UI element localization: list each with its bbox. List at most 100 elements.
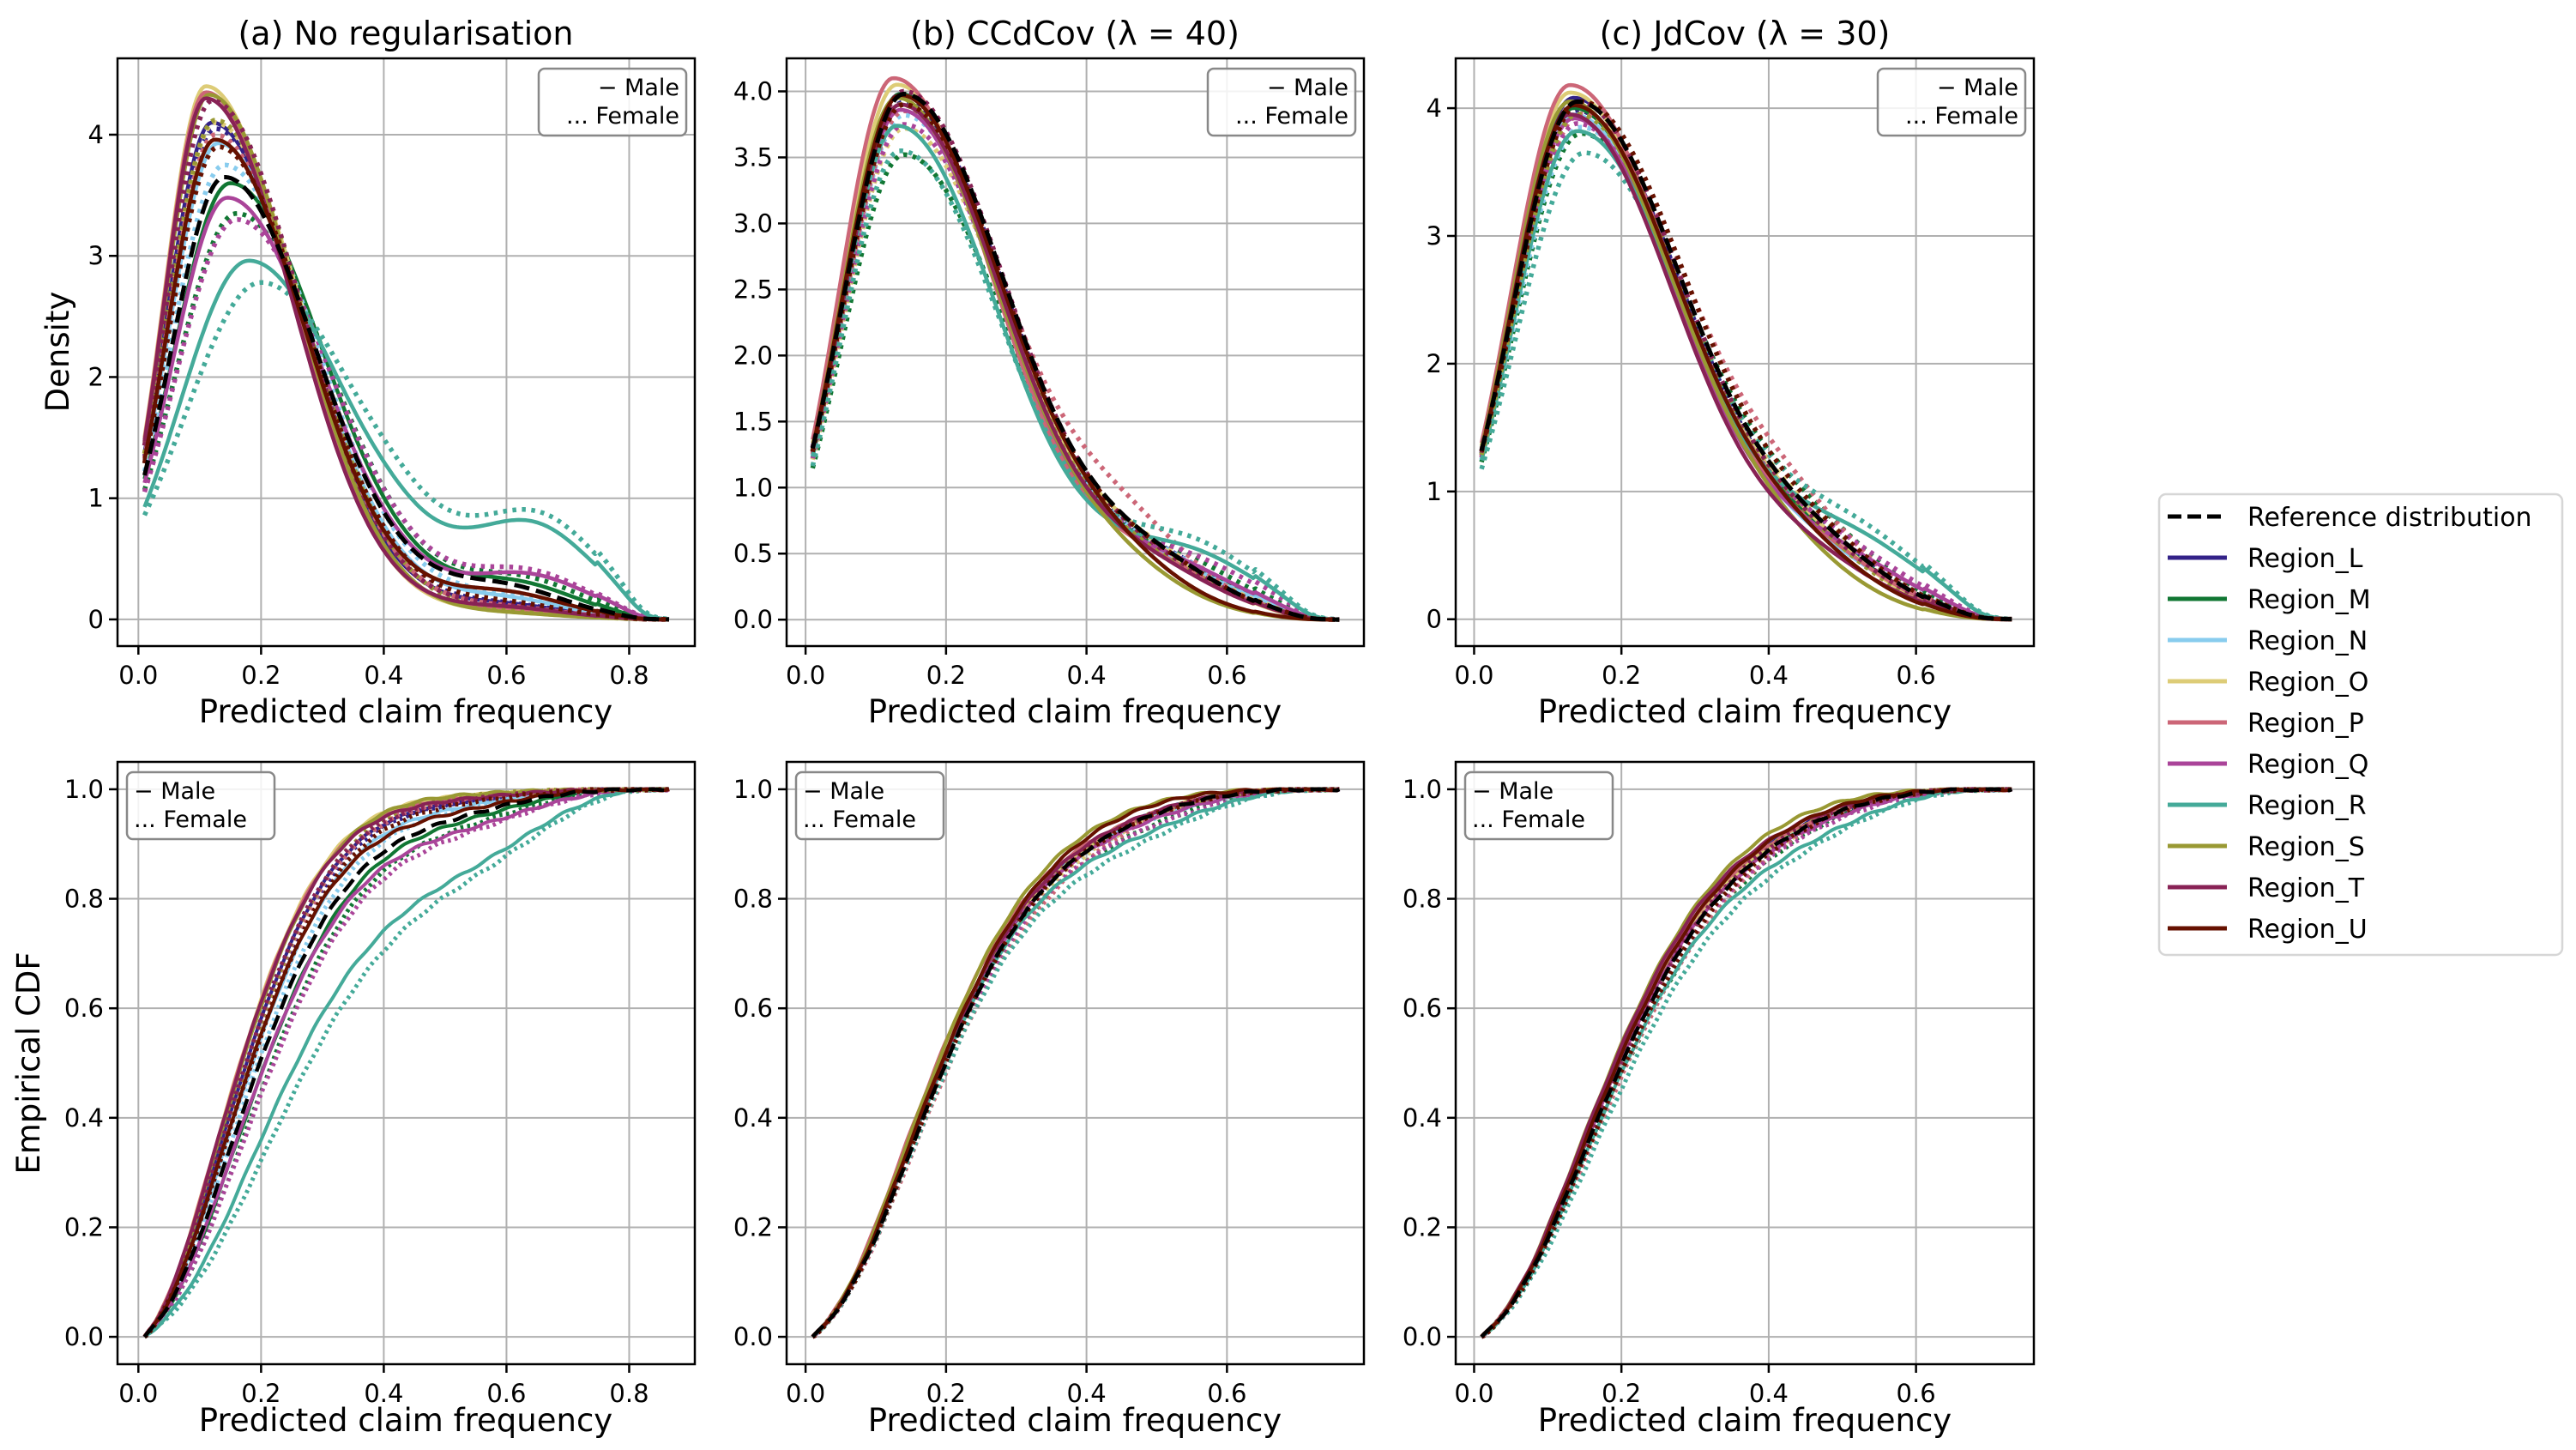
y-tick-label: 0.0 bbox=[64, 1322, 104, 1351]
axes-frame bbox=[1454, 760, 2036, 1366]
gender-legend-female: ... Female bbox=[566, 103, 679, 130]
gender-legend-frame bbox=[1206, 67, 1357, 137]
density-line-reference-distribution-all bbox=[810, 92, 1340, 622]
x-tick-label: 0.0 bbox=[1454, 661, 1493, 690]
legend-item-reference-distribution: Reference distribution bbox=[2168, 503, 2532, 533]
density-line-region-t-female bbox=[142, 98, 669, 622]
axes-frame bbox=[116, 57, 697, 648]
x-tick-label: 0.6 bbox=[486, 661, 526, 690]
x-tick-label: 0.0 bbox=[1454, 1379, 1493, 1408]
legend-label: Region_P bbox=[2247, 709, 2364, 739]
y-tick-label: 2 bbox=[1427, 349, 1442, 378]
legend-item-region-l: Region_L bbox=[2168, 544, 2363, 574]
cdf-ylabel: Empirical CDF bbox=[10, 952, 47, 1174]
x-tick-label: 0.8 bbox=[609, 661, 649, 690]
xlabel-a-cdf: Predicted claim frequency bbox=[199, 1402, 612, 1439]
xlabel-b-density: Predicted claim frequency bbox=[868, 693, 1282, 730]
y-tick-label: 2.0 bbox=[733, 341, 773, 370]
y-tick-label: 0.5 bbox=[733, 539, 773, 568]
density-line-region-r-male bbox=[142, 258, 670, 621]
panel-title-b: (b) CCdCov (λ = 40) bbox=[910, 15, 1240, 52]
x-tick-label: 0.0 bbox=[118, 1379, 158, 1408]
legend-item-region-t: Region_T bbox=[2168, 873, 2365, 903]
y-tick-label: 3 bbox=[88, 241, 104, 270]
axes-a-density: 0.0 0.2 0.4 0.6 0.8 0 1 2 3 4 − Male... Female bbox=[88, 57, 697, 690]
y-tick-label: 0.2 bbox=[64, 1212, 104, 1242]
legend-item-region-m: Region_M bbox=[2168, 585, 2371, 615]
gender-legend-frame bbox=[1463, 770, 1614, 841]
legend-item-region-o: Region_O bbox=[2168, 668, 2368, 698]
y-tick-label: 0.6 bbox=[64, 994, 104, 1023]
cdf-lines bbox=[142, 787, 671, 1339]
y-tick-label: 0.4 bbox=[733, 1103, 773, 1133]
gender-legend-female: ... Female bbox=[1472, 807, 1585, 833]
axes-frame bbox=[785, 57, 1366, 648]
cdf-line-reference-distribution-all bbox=[811, 787, 1341, 1338]
gender-legend-frame bbox=[794, 770, 945, 841]
legend-label: Region_U bbox=[2247, 915, 2368, 945]
legend-label: Region_T bbox=[2247, 873, 2365, 903]
axes-b-cdf: 0.0 0.2 0.4 0.6 0.0 0.2 0.4 0.6 0.8 1.0 − Male... … bbox=[733, 760, 1366, 1408]
y-tick-label: 0.0 bbox=[733, 1322, 773, 1351]
x-tick-label: 0.0 bbox=[786, 1379, 825, 1408]
density-line-region-n-female bbox=[810, 112, 1340, 622]
y-tick-label: 3 bbox=[1427, 221, 1442, 251]
y-tick-label: 0.0 bbox=[1403, 1322, 1442, 1351]
legend-item-region-s: Region_S bbox=[2168, 832, 2365, 862]
y-tick-label: 2.5 bbox=[733, 275, 773, 304]
axes-b-density: 0.0 0.2 0.4 0.6 0.0 0.5 1.0 1.5 2.0 2.5 3.0 3.5 4.0 −… bbox=[733, 57, 1366, 690]
gender-legend-male: − Male bbox=[134, 778, 215, 805]
gender-legend-male: − Male bbox=[1267, 75, 1348, 101]
y-tick-label: 1.5 bbox=[733, 407, 773, 436]
gender-legend-male: − Male bbox=[803, 778, 884, 805]
panel-title-a: (a) No regularisation bbox=[238, 15, 573, 52]
gender-legend-female: ... Female bbox=[1905, 103, 2018, 130]
cdf-line-reference-distribution-all bbox=[142, 787, 670, 1338]
x-tick-label: 0.6 bbox=[1207, 1379, 1246, 1408]
density-line-region-u-male bbox=[142, 137, 669, 622]
y-tick-label: 0.2 bbox=[733, 1212, 773, 1242]
x-tick-label: 0.2 bbox=[926, 661, 966, 690]
density-line-region-m-female bbox=[1479, 130, 2012, 622]
x-tick-label: 0.4 bbox=[364, 661, 403, 690]
cdf-lines bbox=[811, 787, 1341, 1339]
gender-legend-frame bbox=[537, 67, 688, 137]
density-line-region-u-female bbox=[142, 144, 669, 622]
density-line-region-r-male bbox=[811, 124, 1340, 622]
density-ylabel: Density bbox=[39, 292, 76, 413]
x-tick-label: 0.6 bbox=[486, 1379, 526, 1408]
gender-legend: − Male... Female bbox=[1463, 770, 1614, 841]
gender-legend: − Male... Female bbox=[1206, 67, 1357, 137]
y-tick-label: 0.8 bbox=[64, 885, 104, 914]
y-tick-label: 1.0 bbox=[733, 473, 773, 502]
y-tick-label: 4 bbox=[88, 120, 104, 149]
density-lines bbox=[142, 84, 670, 622]
figure-legend-frame bbox=[2157, 492, 2564, 957]
legend-item-region-u: Region_U bbox=[2168, 915, 2368, 945]
density-line-region-t-female bbox=[810, 88, 1340, 622]
density-line-region-s-male bbox=[1479, 99, 2012, 621]
gender-legend-frame bbox=[125, 770, 276, 841]
x-tick-label: 0.0 bbox=[118, 661, 158, 690]
y-tick-label: 0.6 bbox=[1403, 994, 1442, 1023]
xlabel-c-cdf: Predicted claim frequency bbox=[1538, 1402, 1952, 1439]
gender-legend-female: ... Female bbox=[1235, 103, 1348, 130]
y-tick-label: 4 bbox=[1427, 94, 1442, 123]
x-tick-label: 0.6 bbox=[1897, 1379, 1936, 1408]
legend-label: Region_L bbox=[2247, 544, 2363, 574]
density-line-reference-distribution-all bbox=[1479, 99, 2012, 622]
density-line-region-r-female bbox=[810, 148, 1340, 622]
density-line-region-r-female bbox=[142, 280, 670, 622]
legend-item-region-q: Region_Q bbox=[2168, 750, 2368, 780]
gender-legend-frame bbox=[1876, 67, 2027, 137]
y-tick-label: 0 bbox=[1427, 605, 1442, 634]
x-tick-label: 0.4 bbox=[1067, 1379, 1107, 1408]
legend-label: Reference distribution bbox=[2247, 503, 2532, 533]
axes-frame bbox=[785, 760, 1366, 1366]
x-tick-label: 0.2 bbox=[241, 1379, 281, 1408]
y-tick-label: 0.8 bbox=[733, 885, 773, 914]
gender-legend: − Male... Female bbox=[537, 67, 688, 137]
density-line-region-p-female bbox=[142, 132, 669, 622]
cdf-line-region-r-male bbox=[143, 787, 669, 1338]
